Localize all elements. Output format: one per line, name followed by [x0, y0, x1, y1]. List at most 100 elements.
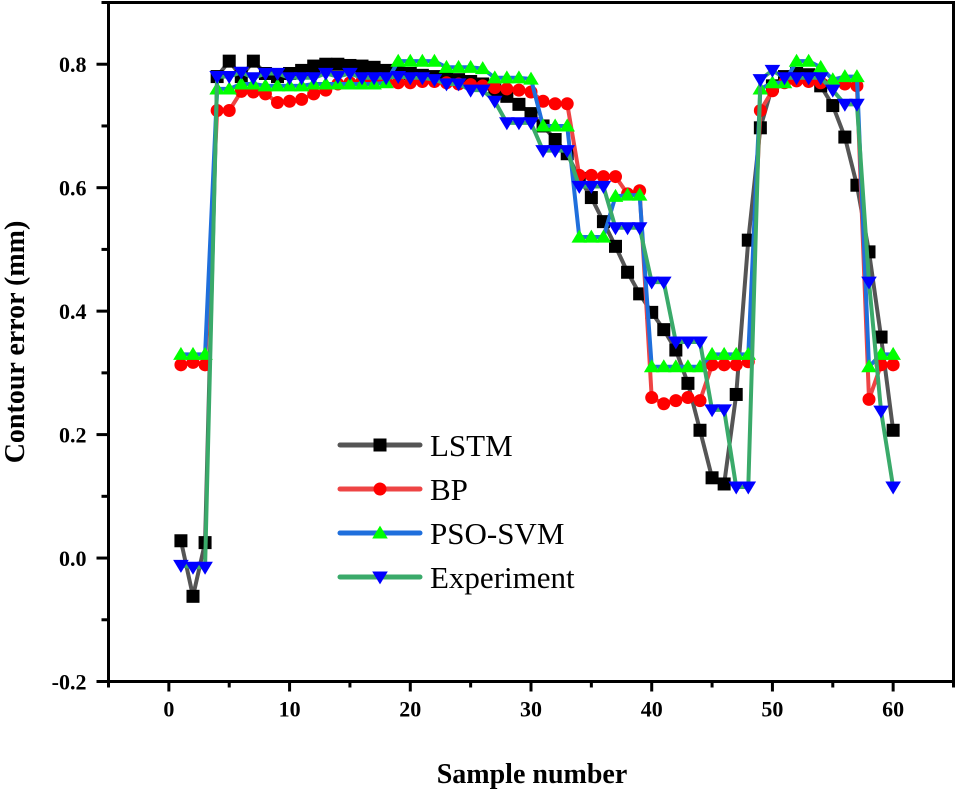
data-point-pso-svm: [438, 59, 455, 73]
data-point-lstm: [657, 323, 671, 337]
data-point-lstm: [681, 376, 695, 390]
data-point-experiment: [837, 98, 853, 112]
data-point-bp: [295, 92, 309, 106]
data-point-experiment: [330, 71, 346, 84]
legend-label: PSO-SVM: [430, 516, 564, 551]
legend-label: LSTM: [430, 428, 513, 463]
data-point-pso-svm: [269, 78, 286, 92]
data-point-pso-svm: [317, 76, 334, 90]
data-point-experiment: [173, 559, 189, 573]
data-point-pso-svm: [499, 70, 515, 84]
data-point-lstm: [174, 534, 188, 548]
x-tick-label: 50: [761, 697, 783, 722]
data-point-experiment: [571, 180, 588, 194]
data-point-pso-svm: [716, 346, 732, 360]
y-tick-label: 0.2: [59, 423, 87, 448]
data-point-pso-svm: [607, 188, 624, 202]
data-point-bp: [271, 95, 284, 109]
data-point-experiment: [269, 67, 286, 81]
data-point-pso-svm: [764, 75, 781, 89]
data-point-pso-svm: [824, 72, 841, 86]
data-point-experiment: [631, 222, 648, 236]
data-point-bp: [488, 81, 502, 95]
data-point-experiment: [655, 276, 672, 290]
legend-item-experiment: Experiment: [337, 560, 575, 595]
legend-item-lstm: LSTM: [337, 428, 513, 463]
data-point-lstm: [669, 343, 683, 357]
data-point-experiment: [559, 145, 576, 159]
data-point-pso-svm: [631, 187, 648, 201]
data-point-experiment: [740, 481, 757, 495]
data-point-lstm: [609, 239, 622, 253]
legend-label: Experiment: [430, 560, 575, 595]
data-point-experiment: [462, 84, 479, 98]
data-point-pso-svm: [402, 53, 419, 67]
data-point-experiment: [305, 72, 322, 86]
data-point-experiment: [619, 222, 636, 236]
data-point-pso-svm: [185, 346, 201, 360]
y-tick-label: 0.6: [59, 176, 87, 201]
data-point-experiment: [197, 561, 213, 575]
data-point-pso-svm: [426, 53, 443, 67]
data-point-experiment: [390, 71, 407, 84]
data-point-lstm: [331, 57, 345, 71]
data-point-experiment: [692, 336, 708, 350]
data-point-bp: [307, 87, 321, 101]
data-point-experiment: [474, 84, 491, 98]
data-point-pso-svm: [462, 59, 479, 73]
series-experiment: [173, 64, 901, 575]
data-point-experiment: [414, 72, 431, 86]
data-point-pso-svm: [800, 53, 817, 67]
data-point-bp: [657, 397, 671, 411]
data-point-lstm: [693, 423, 707, 437]
data-point-experiment: [800, 72, 817, 86]
data-point-experiment: [704, 404, 720, 418]
data-point-lstm: [874, 330, 888, 344]
data-point-lstm: [621, 265, 635, 279]
y-axis-title: Contour error (mm): [0, 221, 31, 464]
data-point-experiment: [450, 78, 467, 92]
data-point-experiment: [607, 222, 624, 236]
y-tick-label: 0.4: [59, 299, 87, 324]
data-point-bp: [500, 82, 514, 96]
data-point-bp: [669, 394, 683, 408]
legend-item-pso-svm: PSO-SVM: [337, 516, 564, 551]
data-point-bp: [645, 391, 659, 405]
x-tick-label: 30: [520, 697, 542, 722]
data-point-pso-svm: [233, 76, 250, 90]
data-point-pso-svm: [643, 359, 660, 373]
data-point-experiment: [317, 67, 334, 81]
data-point-lstm: [826, 99, 840, 113]
data-point-bp: [222, 104, 236, 118]
data-point-experiment: [438, 78, 455, 92]
series-line-experiment: [180, 68, 896, 570]
data-point-lstm: [717, 477, 731, 491]
data-point-pso-svm: [655, 359, 672, 373]
data-point-pso-svm: [511, 70, 527, 84]
data-point-pso-svm: [619, 187, 636, 201]
data-point-bp: [609, 170, 622, 184]
data-point-bp: [584, 168, 598, 182]
legend-marker: [373, 482, 387, 496]
data-point-lstm: [355, 59, 369, 73]
legend-marker: [372, 571, 388, 585]
data-point-pso-svm: [257, 78, 274, 92]
data-point-experiment: [185, 561, 201, 575]
data-point-bp: [548, 97, 562, 111]
data-point-pso-svm: [728, 346, 745, 360]
data-point-lstm: [548, 133, 562, 147]
legend-item-bp: BP: [337, 472, 468, 507]
data-point-bp: [886, 358, 900, 372]
data-point-bp: [596, 170, 610, 184]
data-point-pso-svm: [559, 118, 576, 132]
data-point-experiment: [583, 180, 600, 194]
data-point-pso-svm: [535, 118, 551, 132]
data-point-pso-svm: [414, 53, 431, 67]
data-point-lstm: [186, 589, 200, 603]
y-tick-label: 0.8: [59, 52, 87, 77]
data-point-pso-svm: [547, 118, 563, 132]
data-point-pso-svm: [849, 69, 865, 83]
data-point-experiment: [535, 145, 551, 159]
data-point-pso-svm: [571, 229, 588, 243]
